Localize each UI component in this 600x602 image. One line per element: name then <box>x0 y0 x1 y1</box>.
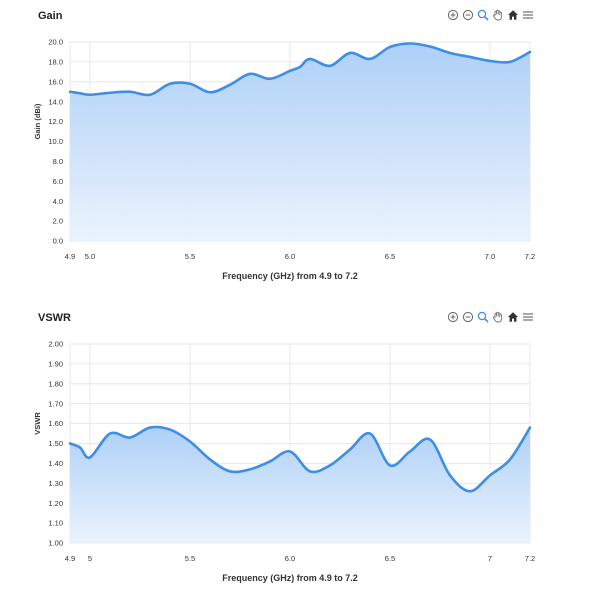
y-tick-label: 0.0 <box>53 237 63 246</box>
selection-zoom-icon[interactable] <box>477 310 489 324</box>
chart-title: VSWR <box>38 312 71 324</box>
y-tick-label: 1.10 <box>48 519 63 528</box>
y-tick-label: 8.0 <box>53 157 63 166</box>
zoom-out-icon[interactable] <box>462 8 474 22</box>
y-tick-label: 16.0 <box>48 77 63 86</box>
y-axis-label: Gain (dBi) <box>33 103 42 139</box>
y-tick-label: 1.20 <box>48 499 63 508</box>
menu-icon[interactable] <box>522 310 534 324</box>
y-tick-label: 20.0 <box>48 38 63 47</box>
y-tick-label: 12.0 <box>48 117 63 126</box>
series-line <box>68 42 532 97</box>
zoom-in-icon[interactable] <box>447 310 459 324</box>
y-tick-label: 14.0 <box>48 97 63 106</box>
series-line <box>68 425 532 493</box>
pan-icon[interactable] <box>492 8 504 22</box>
y-tick-label: 4.0 <box>53 197 63 206</box>
y-tick-label: 1.40 <box>48 459 63 468</box>
y-tick-label: 1.70 <box>48 399 63 408</box>
vswr-chart: VSWR 1.00 1.10 1.20 1.30 1.40 1.50 1.60 1.70 1.8… <box>0 302 600 602</box>
x-tick-label: 5 <box>88 554 92 563</box>
y-tick-label: 6.0 <box>53 177 63 186</box>
x-axis-label: Frequency (GHz) from 4.9 to 7.2 <box>222 271 358 281</box>
y-tick-label: 18.0 <box>48 58 63 67</box>
x-tick-label: 7 <box>488 554 492 563</box>
x-tick-label: 6.0 <box>285 252 295 261</box>
x-tick-label: 6.0 <box>285 554 295 563</box>
pan-icon[interactable] <box>492 310 504 324</box>
y-tick-label: 1.50 <box>48 439 63 448</box>
selection-zoom-icon[interactable] <box>477 8 489 22</box>
chart-toolbar <box>447 310 534 324</box>
vswr-plot: 1.00 1.10 1.20 1.30 1.40 1.50 1.60 1.70 1.80 1.90… <box>33 340 535 583</box>
y-tick-label: 10.0 <box>48 137 63 146</box>
y-tick-label: 1.80 <box>48 379 63 388</box>
y-tick-label: 1.60 <box>48 419 63 428</box>
y-tick-label: 1.30 <box>48 479 63 488</box>
chart-toolbar <box>447 8 534 22</box>
x-tick-label: 5.5 <box>185 554 195 563</box>
x-tick-label: 5.0 <box>85 252 95 261</box>
gain-chart: Gain 0.0 2.0 4.0 6.0 8.0 10.0 12.0 14.0 16.0 18.0… <box>0 0 600 300</box>
y-tick-label: 2.00 <box>48 340 63 349</box>
y-tick-label: 1.90 <box>48 360 63 369</box>
x-tick-label: 6.5 <box>385 554 395 563</box>
zoom-out-icon[interactable] <box>462 310 474 324</box>
x-tick-label: 4.9 <box>65 554 75 563</box>
chart-title: Gain <box>38 10 63 22</box>
x-tick-label: 7.2 <box>525 252 535 261</box>
x-tick-label: 7.0 <box>485 252 495 261</box>
x-tick-label: 7.2 <box>525 554 535 563</box>
zoom-in-icon[interactable] <box>447 8 459 22</box>
menu-icon[interactable] <box>522 8 534 22</box>
x-tick-label: 5.5 <box>185 252 195 261</box>
home-icon[interactable] <box>507 310 519 324</box>
series-area <box>70 43 530 241</box>
x-tick-label: 4.9 <box>65 252 75 261</box>
x-tick-label: 6.5 <box>385 252 395 261</box>
series-area <box>70 426 530 543</box>
home-icon[interactable] <box>507 8 519 22</box>
y-tick-label: 1.00 <box>48 539 63 548</box>
gain-plot: 0.0 2.0 4.0 6.0 8.0 10.0 12.0 14.0 16.0 18.0 20.0 4… <box>33 38 535 281</box>
y-axis-label: VSWR <box>33 412 42 435</box>
y-tick-label: 2.0 <box>53 217 63 226</box>
x-axis-label: Frequency (GHz) from 4.9 to 7.2 <box>222 573 358 583</box>
